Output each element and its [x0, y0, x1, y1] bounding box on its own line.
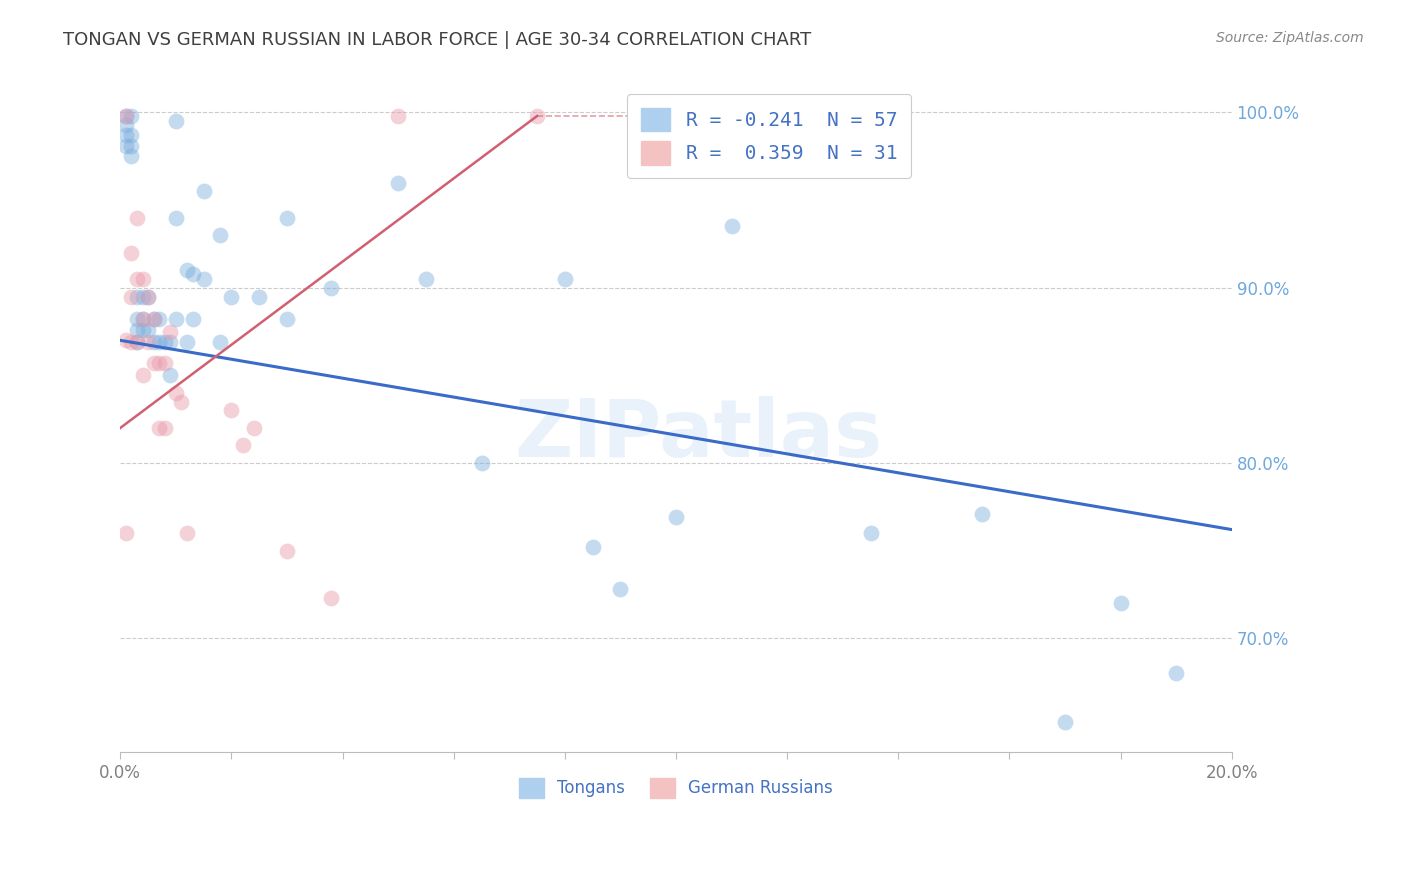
Point	[148, 356, 170, 370]
Point	[148, 312, 170, 326]
Point	[120, 109, 142, 123]
Point	[125, 334, 148, 349]
Point	[176, 526, 198, 541]
Point	[125, 334, 148, 349]
Point	[720, 219, 742, 234]
Point	[131, 289, 153, 303]
Point	[181, 312, 204, 326]
Point	[276, 312, 298, 326]
Point	[120, 149, 142, 163]
Point	[159, 325, 181, 339]
Point	[131, 312, 153, 326]
Point	[120, 289, 142, 303]
Point	[165, 211, 187, 225]
Point	[153, 356, 176, 370]
Point	[970, 507, 993, 521]
Point	[165, 385, 187, 400]
Legend: Tongans, German Russians: Tongans, German Russians	[512, 771, 839, 805]
Point	[209, 228, 232, 243]
Point	[153, 334, 176, 349]
Point	[321, 281, 343, 295]
Point	[142, 356, 165, 370]
Point	[181, 267, 204, 281]
Point	[115, 109, 138, 123]
Point	[415, 272, 437, 286]
Point	[276, 211, 298, 225]
Point	[131, 272, 153, 286]
Text: TONGAN VS GERMAN RUSSIAN IN LABOR FORCE | AGE 30-34 CORRELATION CHART: TONGAN VS GERMAN RUSSIAN IN LABOR FORCE …	[63, 31, 811, 49]
Point	[120, 128, 142, 143]
Point	[276, 543, 298, 558]
Point	[115, 109, 138, 123]
Point	[115, 526, 138, 541]
Point	[221, 289, 243, 303]
Point	[1166, 666, 1188, 681]
Point	[582, 540, 605, 554]
Point	[142, 312, 165, 326]
Point	[176, 263, 198, 277]
Point	[242, 421, 264, 435]
Point	[859, 526, 882, 541]
Point	[125, 211, 148, 225]
Point	[142, 312, 165, 326]
Point	[165, 312, 187, 326]
Point	[221, 403, 243, 417]
Point	[142, 334, 165, 349]
Point	[321, 591, 343, 605]
Text: ZIPatlas: ZIPatlas	[515, 396, 883, 474]
Point	[120, 245, 142, 260]
Point	[193, 185, 215, 199]
Point	[387, 176, 409, 190]
Point	[232, 438, 254, 452]
Point	[247, 289, 270, 303]
Point	[131, 323, 153, 337]
Point	[193, 272, 215, 286]
Point	[665, 510, 688, 524]
Point	[609, 582, 631, 597]
Point	[209, 334, 232, 349]
Point	[153, 421, 176, 435]
Point	[1053, 715, 1076, 730]
Point	[165, 114, 187, 128]
Point	[115, 138, 138, 153]
Point	[115, 118, 138, 132]
Point	[526, 109, 548, 123]
Point	[125, 323, 148, 337]
Point	[148, 334, 170, 349]
Point	[115, 334, 138, 348]
Point	[159, 334, 181, 349]
Point	[131, 368, 153, 383]
Point	[554, 272, 576, 286]
Point	[170, 394, 193, 409]
Point	[387, 109, 409, 123]
Point	[470, 456, 492, 470]
Point	[136, 334, 159, 349]
Point	[120, 334, 142, 349]
Point	[159, 368, 181, 383]
Point	[120, 138, 142, 153]
Text: Source: ZipAtlas.com: Source: ZipAtlas.com	[1216, 31, 1364, 45]
Point	[115, 128, 138, 143]
Point	[136, 323, 159, 337]
Point	[125, 272, 148, 286]
Point	[148, 421, 170, 435]
Point	[1109, 596, 1132, 610]
Point	[136, 289, 159, 303]
Point	[176, 334, 198, 349]
Point	[125, 312, 148, 326]
Point	[136, 289, 159, 303]
Point	[125, 289, 148, 303]
Point	[131, 312, 153, 326]
